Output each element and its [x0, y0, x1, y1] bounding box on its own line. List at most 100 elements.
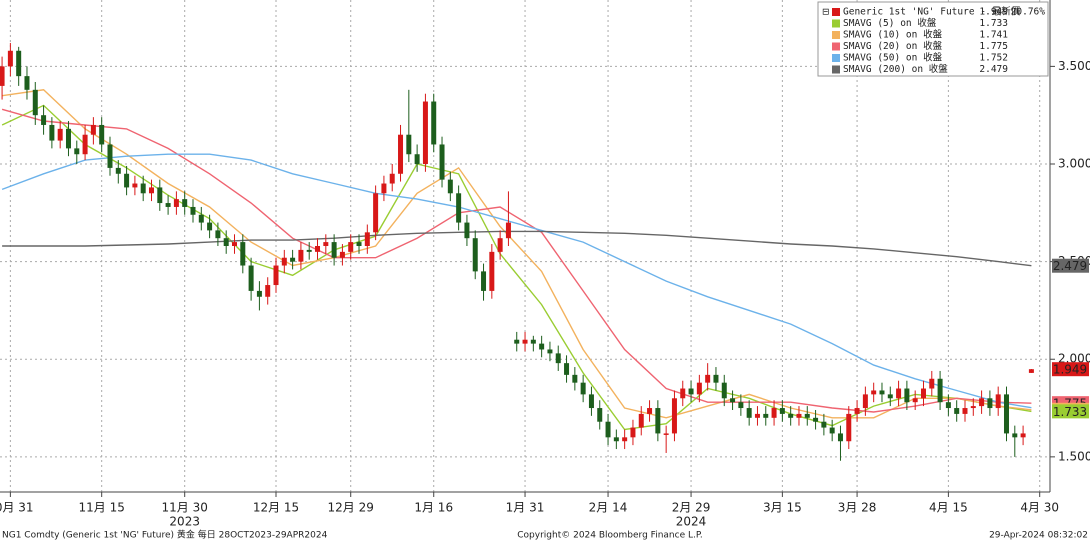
candle-body	[323, 242, 329, 246]
ma-line	[1, 108, 1032, 413]
candle-body	[481, 271, 487, 291]
candle-body	[580, 382, 586, 395]
candle-body	[356, 242, 362, 246]
candle-body	[730, 398, 736, 403]
candle-body	[265, 285, 271, 297]
candle-body	[447, 179, 453, 194]
y-tick-label: 3.000	[1058, 157, 1090, 171]
candle-body	[721, 382, 727, 399]
candle-body	[671, 398, 677, 434]
candle-body	[315, 246, 321, 252]
candle-body	[232, 242, 238, 246]
legend-box	[817, 1, 1049, 77]
candle-body	[572, 374, 578, 383]
candle-body	[746, 408, 752, 418]
legend-value: 1.752	[979, 53, 1008, 64]
candle-body	[7, 50, 13, 67]
candle-body	[74, 148, 80, 155]
candle-body	[464, 222, 470, 239]
legend-label: SMAVG (20) on 收盤	[843, 40, 943, 52]
last-price-box	[1052, 362, 1089, 377]
candle-body	[904, 388, 910, 403]
candle-body	[306, 249, 312, 252]
candle-body	[879, 390, 885, 395]
legend-label: SMAVG (200) on 收盤	[843, 63, 948, 75]
candle-body	[912, 398, 918, 403]
x-tick-label: 3月 15	[763, 501, 802, 515]
ma-line	[2, 89, 1032, 419]
candle-body	[182, 199, 188, 207]
candle-body	[804, 413, 810, 418]
candle-body	[530, 339, 536, 344]
candle-body	[796, 413, 802, 418]
candle-body	[945, 402, 951, 409]
candle-body	[680, 388, 686, 399]
legend-label: SMAVG (5) on 收盤	[843, 17, 937, 29]
legend-label: SMAVG (10) on 收盤	[843, 29, 943, 41]
candle-body	[90, 124, 96, 135]
candle-body	[456, 193, 462, 223]
candle-body	[240, 242, 246, 266]
candle-body	[638, 413, 644, 428]
candle-body	[57, 128, 63, 141]
ma-last-value-box	[1052, 258, 1089, 273]
candle-body	[157, 187, 163, 204]
candle-body	[688, 388, 694, 395]
candle-body	[273, 265, 279, 286]
candle-body	[522, 339, 528, 344]
legend-value: 2.479	[979, 64, 1008, 75]
legend-value: 1.741	[979, 30, 1008, 41]
candle-body	[630, 427, 636, 438]
candle-body	[987, 398, 993, 409]
candle-body	[929, 378, 935, 389]
candle-body	[364, 232, 370, 246]
x-tick-label: 4月 15	[929, 501, 968, 515]
candle-body	[995, 394, 1001, 409]
candle-body	[99, 124, 105, 145]
footer-right: 29-Apr-2024 08:32:02	[989, 531, 1088, 541]
candle-body	[613, 437, 619, 442]
candle-body	[954, 408, 960, 414]
legend-value: 1.775	[979, 41, 1008, 52]
candle-body	[115, 167, 121, 174]
candle-body	[962, 408, 968, 414]
year-label: 2024	[676, 515, 707, 529]
candle-body	[140, 183, 146, 194]
legend-swatch	[832, 31, 840, 39]
candle-body	[389, 173, 395, 184]
candle-body	[771, 408, 777, 418]
candle-body	[107, 144, 113, 168]
candle-body	[896, 388, 902, 399]
candle-body	[290, 257, 296, 262]
candle-body	[647, 408, 653, 414]
candle-body	[1020, 433, 1026, 438]
candle-body	[0, 66, 5, 86]
candle-body	[970, 406, 976, 409]
x-tick-label: 12月 29	[328, 501, 374, 515]
ma-last-value-label: 1.733	[1053, 405, 1087, 419]
legend-change: 20.76%	[1011, 7, 1046, 18]
ma-last-value-box	[1052, 404, 1089, 419]
candle-body	[82, 134, 88, 155]
candle-body	[406, 134, 412, 155]
x-tick-label: 10月 31	[0, 501, 34, 515]
candle-body	[779, 408, 785, 414]
candle-body	[398, 134, 404, 174]
legend-swatch	[832, 42, 840, 51]
candle-body	[846, 413, 852, 442]
plot	[0, 42, 1034, 461]
candle-body	[248, 265, 254, 291]
candle-body	[837, 433, 843, 442]
footer-left: NG1 Comdty (Generic 1st 'NG' Future) 黄金 …	[2, 529, 328, 541]
candle-body	[124, 173, 130, 188]
legend-value: 1.949	[979, 7, 1008, 18]
x-tick-label: 4月 30	[1020, 501, 1059, 515]
candle-body	[505, 222, 511, 239]
candle-body	[422, 101, 428, 164]
candle-body	[564, 363, 570, 375]
x-tick-label: 1月 31	[506, 501, 545, 515]
year-label: 2023	[169, 515, 200, 529]
candle-body	[373, 193, 379, 233]
candle-body	[348, 242, 354, 252]
legend-value: 1.733	[979, 18, 1008, 29]
